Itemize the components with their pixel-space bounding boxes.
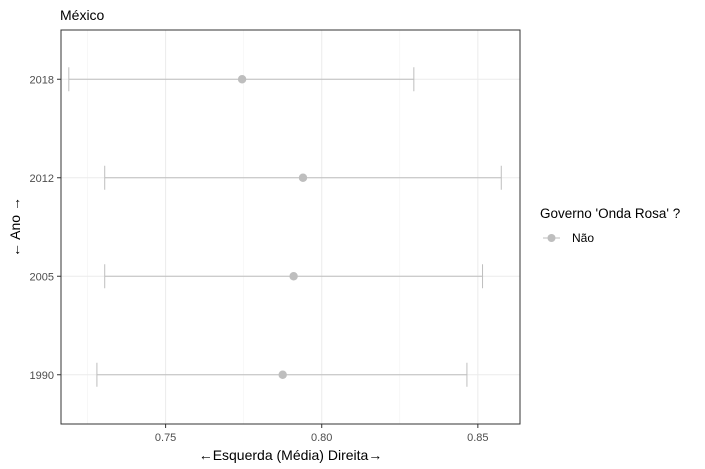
y-tick-label: 2012: [30, 173, 54, 185]
legend-key-point: [547, 234, 556, 242]
data-point-1990: [278, 370, 287, 379]
y-tick-label: 1990: [30, 370, 54, 382]
data-point-2012: [298, 173, 308, 182]
x-tick-label: 0.80: [311, 432, 332, 444]
x-tick-label: 0.75: [155, 432, 176, 444]
data-point-2018: [237, 75, 247, 84]
legend-title: Governo 'Onda Rosa' ?: [540, 206, 680, 221]
legend-label-nao: Não: [572, 231, 594, 245]
x-axis: 0.75 0.80 0.85: [155, 424, 489, 444]
y-tick-label: 2005: [30, 271, 54, 283]
x-axis-title: ←Esquerda (Média) Direita→: [199, 447, 383, 463]
series-layer: [68, 67, 502, 387]
grid: [61, 30, 520, 424]
legend: Governo 'Onda Rosa' ? Não: [540, 206, 680, 245]
data-point-2005: [289, 272, 298, 281]
plot-title: México: [60, 7, 105, 23]
panel-border: [60, 29, 521, 425]
y-axis-title: ← Ano →: [7, 197, 23, 257]
x-tick-label: 0.85: [467, 432, 488, 444]
y-tick-label: 2018: [30, 74, 54, 86]
y-axis: 1990 2005 2012 2018: [30, 74, 61, 382]
